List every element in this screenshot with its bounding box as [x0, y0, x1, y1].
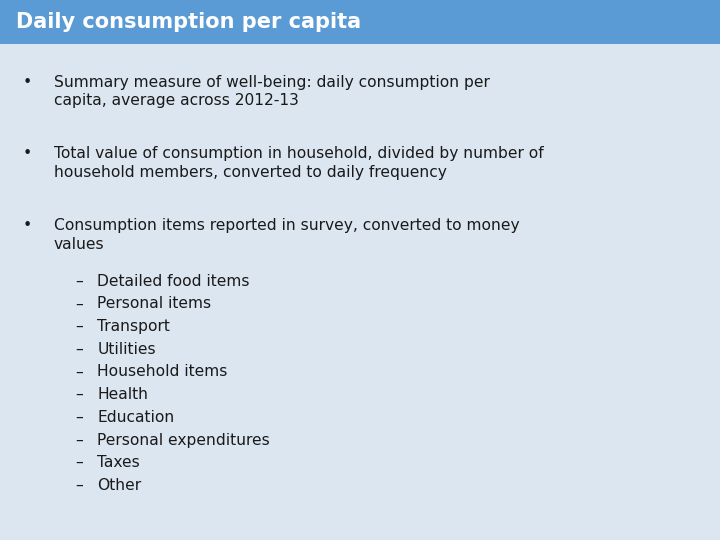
- Text: Daily consumption per capita: Daily consumption per capita: [16, 12, 361, 32]
- Text: Taxes: Taxes: [97, 455, 140, 470]
- Text: –: –: [76, 296, 84, 312]
- Text: Education: Education: [97, 410, 174, 425]
- Text: Personal items: Personal items: [97, 296, 212, 312]
- Text: Consumption items reported in survey, converted to money
values: Consumption items reported in survey, co…: [54, 218, 520, 252]
- Text: –: –: [76, 478, 84, 493]
- Text: Health: Health: [97, 387, 148, 402]
- Text: Transport: Transport: [97, 319, 170, 334]
- Text: •: •: [23, 146, 32, 161]
- Text: –: –: [76, 319, 84, 334]
- Text: Total value of consumption in household, divided by number of
household members,: Total value of consumption in household,…: [54, 146, 544, 180]
- Text: Utilities: Utilities: [97, 342, 156, 357]
- Text: –: –: [76, 364, 84, 380]
- Text: Detailed food items: Detailed food items: [97, 274, 250, 289]
- Text: •: •: [23, 75, 32, 90]
- Text: –: –: [76, 455, 84, 470]
- Text: –: –: [76, 387, 84, 402]
- Text: –: –: [76, 342, 84, 357]
- Text: Household items: Household items: [97, 364, 228, 380]
- Text: Other: Other: [97, 478, 141, 493]
- Text: •: •: [23, 218, 32, 233]
- Text: –: –: [76, 433, 84, 448]
- FancyBboxPatch shape: [0, 0, 720, 44]
- Text: –: –: [76, 274, 84, 289]
- Text: Summary measure of well-being: daily consumption per
capita, average across 2012: Summary measure of well-being: daily con…: [54, 75, 490, 108]
- Text: Personal expenditures: Personal expenditures: [97, 433, 270, 448]
- Text: –: –: [76, 410, 84, 425]
